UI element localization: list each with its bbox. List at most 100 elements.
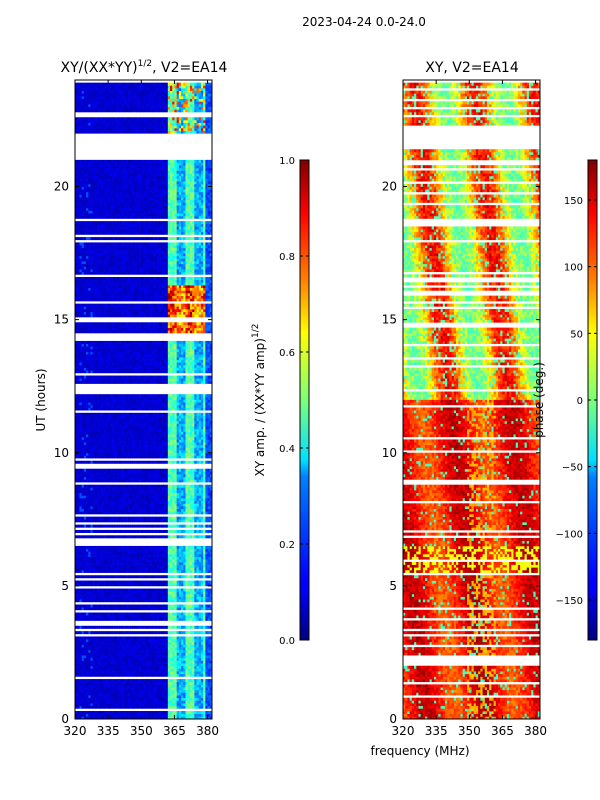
heatmap-cell bbox=[97, 636, 100, 640]
heatmap-cell bbox=[139, 625, 142, 629]
heatmap-cell bbox=[178, 468, 182, 472]
heatmap-cell bbox=[185, 567, 189, 571]
heatmap-cell bbox=[167, 684, 171, 688]
heatmap-cell bbox=[165, 612, 169, 616]
heatmap-cell bbox=[152, 593, 155, 597]
heatmap-cell bbox=[178, 679, 182, 683]
heatmap-cell bbox=[147, 639, 151, 643]
heatmap-cell bbox=[158, 524, 162, 528]
heatmap-cell bbox=[132, 716, 136, 719]
heatmap-cell bbox=[156, 551, 160, 555]
heatmap-cell bbox=[92, 705, 96, 709]
heatmap-cell bbox=[145, 684, 149, 688]
heatmap-cell bbox=[196, 487, 200, 491]
heatmap-cell bbox=[125, 705, 129, 709]
heatmap-cell bbox=[209, 559, 212, 563]
heatmap-cell bbox=[172, 617, 175, 621]
heatmap-cell bbox=[128, 681, 131, 685]
heatmap-cell bbox=[167, 556, 171, 560]
heatmap-cell bbox=[103, 506, 107, 510]
heatmap-cell bbox=[105, 495, 109, 499]
heatmap-cell bbox=[196, 668, 200, 672]
heatmap-cell bbox=[136, 644, 140, 648]
heatmap-cell bbox=[116, 450, 120, 454]
heatmap-cell bbox=[105, 519, 109, 523]
heatmap-cell bbox=[200, 447, 204, 451]
heatmap-cell bbox=[77, 639, 80, 643]
heatmap-cell bbox=[200, 524, 204, 528]
heatmap-cell bbox=[165, 553, 169, 557]
heatmap-cell bbox=[172, 506, 175, 510]
heatmap-cell bbox=[81, 713, 85, 717]
heatmap-cell bbox=[185, 604, 189, 608]
heatmap-cell bbox=[200, 700, 204, 704]
heatmap-cell bbox=[163, 673, 166, 677]
heatmap-cell bbox=[198, 652, 202, 656]
heatmap-cell bbox=[77, 551, 80, 555]
heatmap-cell bbox=[97, 668, 100, 672]
heatmap-cell bbox=[178, 529, 182, 533]
heatmap-cell bbox=[77, 564, 80, 568]
heatmap-cell bbox=[101, 484, 105, 488]
heatmap-cell bbox=[189, 455, 193, 459]
heatmap-cell bbox=[99, 444, 102, 448]
heatmap-cell bbox=[194, 692, 197, 696]
heatmap-cell bbox=[77, 588, 80, 592]
heatmap-cell bbox=[94, 460, 98, 464]
heatmap-cell bbox=[156, 673, 160, 677]
heatmap-cell bbox=[75, 641, 78, 645]
heatmap-cell bbox=[198, 548, 202, 552]
heatmap-cell bbox=[86, 631, 89, 635]
heatmap-cell bbox=[170, 703, 173, 707]
heatmap-cell bbox=[207, 631, 211, 635]
heatmap-cell bbox=[185, 561, 189, 565]
heatmap-cell bbox=[181, 511, 184, 515]
heatmap-cell bbox=[105, 474, 109, 478]
heatmap-cell bbox=[103, 695, 107, 699]
heatmap-cell bbox=[92, 545, 96, 549]
heatmap-cell bbox=[176, 665, 180, 669]
heatmap-cell bbox=[112, 703, 116, 707]
heatmap-cell bbox=[116, 583, 120, 587]
heatmap-cell bbox=[170, 588, 173, 592]
heatmap-cell bbox=[134, 679, 138, 683]
heatmap-cell bbox=[99, 506, 102, 510]
heatmap-cell bbox=[101, 444, 105, 448]
heatmap-cell bbox=[112, 484, 116, 488]
heatmap-cell bbox=[207, 652, 211, 656]
heatmap-cell bbox=[75, 559, 78, 563]
heatmap-cell bbox=[88, 641, 91, 645]
heatmap-cell bbox=[123, 692, 127, 696]
heatmap-cell bbox=[143, 519, 147, 523]
heatmap-cell bbox=[121, 599, 124, 603]
heatmap-cell bbox=[187, 644, 191, 648]
heatmap-cell bbox=[77, 508, 80, 512]
heatmap-cell bbox=[75, 615, 78, 619]
heatmap-cell bbox=[150, 657, 153, 661]
heatmap-cell bbox=[77, 617, 80, 621]
heatmap-cell bbox=[209, 617, 212, 621]
heatmap-cell bbox=[88, 468, 91, 472]
heatmap-cell bbox=[81, 503, 85, 507]
heatmap-cell bbox=[156, 591, 160, 595]
heatmap-cell bbox=[170, 596, 173, 600]
heatmap-cell bbox=[196, 452, 200, 456]
heatmap-cell bbox=[101, 604, 105, 608]
heatmap-cell bbox=[167, 697, 171, 701]
heatmap-cell bbox=[125, 564, 129, 568]
heatmap-cell bbox=[75, 716, 78, 719]
heatmap-cell bbox=[130, 711, 133, 715]
heatmap-cell bbox=[196, 700, 200, 704]
heatmap-cell bbox=[105, 452, 109, 456]
heatmap-cell bbox=[185, 545, 189, 549]
heatmap-cell bbox=[97, 524, 100, 528]
heatmap-cell bbox=[205, 490, 208, 494]
heatmap-cell bbox=[187, 468, 191, 472]
heatmap-cell bbox=[181, 450, 184, 454]
heatmap-cell bbox=[161, 636, 164, 640]
heatmap-cell bbox=[110, 665, 113, 669]
heatmap-cell bbox=[121, 500, 124, 504]
heatmap-cell bbox=[136, 687, 140, 691]
heatmap-cell bbox=[143, 652, 147, 656]
heatmap-cell bbox=[183, 649, 186, 653]
